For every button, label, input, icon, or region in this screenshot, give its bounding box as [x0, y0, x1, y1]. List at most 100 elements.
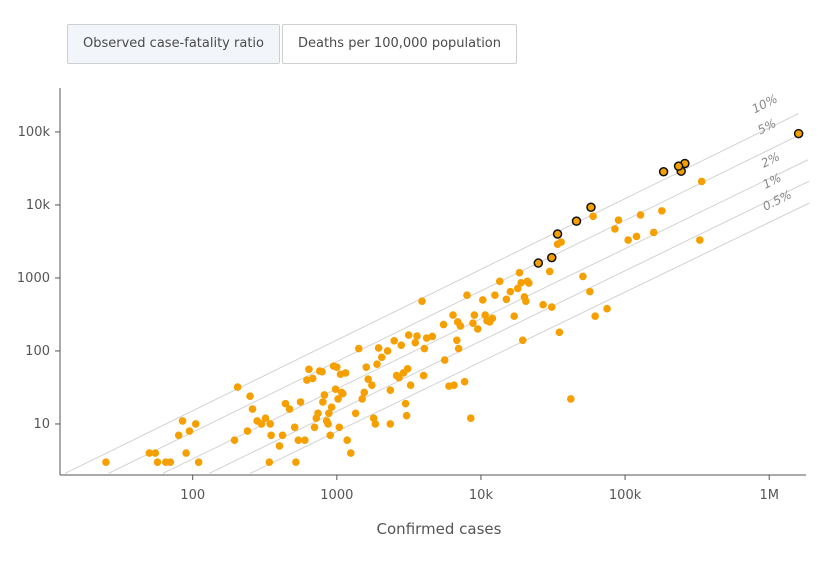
tab-case-fatality-ratio[interactable]: Observed case-fatality ratio	[67, 24, 280, 64]
data-point	[386, 420, 395, 428]
highlighted-data-point	[533, 258, 544, 268]
data-point	[314, 409, 322, 418]
data-point	[406, 381, 415, 389]
data-point	[191, 420, 200, 428]
data-point	[266, 420, 275, 428]
y-tick-label-100k: 100k	[18, 125, 51, 140]
data-point	[360, 388, 369, 397]
data-point	[292, 458, 300, 466]
data-point	[696, 236, 704, 244]
data-point	[450, 381, 458, 389]
data-point	[319, 398, 327, 406]
data-point	[296, 398, 305, 406]
data-point	[257, 420, 266, 428]
data-point	[362, 363, 371, 371]
x-tick-label-1000: 1000	[320, 488, 353, 503]
data-point	[325, 409, 333, 418]
data-point	[479, 296, 487, 304]
data-point	[557, 238, 565, 246]
y-tick-label-10k: 10k	[26, 198, 51, 213]
data-point	[324, 420, 332, 428]
data-point	[369, 414, 378, 422]
data-point	[697, 177, 706, 186]
reference-line-1pct	[208, 180, 810, 474]
data-point	[182, 449, 190, 457]
data-point	[403, 364, 412, 373]
axes: 100 1000 10k 100k 1M 10 100 1000 10k 100k	[17, 88, 806, 503]
data-point	[589, 212, 597, 221]
highlighted-data-point	[673, 161, 684, 171]
data-point	[341, 369, 350, 377]
data-point	[243, 427, 252, 435]
data-point	[491, 291, 499, 300]
x-axis-title: Confirmed cases	[377, 520, 502, 538]
data-point	[174, 431, 183, 440]
reference-lines: 10%5%2%1%0.5%	[64, 92, 810, 474]
data-point	[566, 395, 575, 403]
data-point	[460, 377, 469, 386]
data-point	[418, 297, 426, 306]
data-point	[515, 268, 524, 277]
data-point	[401, 399, 410, 408]
data-point	[305, 365, 313, 374]
data-point	[539, 300, 547, 309]
data-point	[502, 295, 511, 304]
data-point	[334, 395, 342, 403]
data-point	[301, 436, 309, 444]
data-point	[308, 374, 317, 383]
data-point	[469, 319, 477, 328]
data-point	[453, 336, 461, 345]
x-tick-label-100k: 100k	[609, 488, 642, 503]
data-point	[153, 458, 162, 466]
x-tick-label-1M: 1M	[759, 488, 779, 503]
data-point	[347, 449, 355, 457]
data-point	[463, 291, 471, 300]
data-point	[518, 336, 527, 345]
highlighted-data-point	[586, 202, 596, 213]
data-point	[390, 336, 398, 345]
data-point	[371, 420, 380, 428]
data-point	[454, 344, 463, 353]
data-point	[420, 344, 429, 353]
data-point	[402, 411, 411, 420]
data-point	[233, 383, 242, 391]
data-point	[354, 344, 363, 353]
data-point	[419, 371, 428, 380]
data-point	[364, 375, 372, 384]
reference-line-5pct	[108, 132, 805, 474]
data-point	[303, 376, 311, 384]
data-point	[624, 236, 632, 244]
reference-label-10pct: 10%	[750, 92, 780, 117]
tab-deaths-per-100k[interactable]: Deaths per 100,000 population	[281, 24, 517, 64]
data-point	[278, 431, 287, 440]
data-point	[510, 312, 518, 320]
data-point	[343, 436, 351, 444]
data-point	[428, 332, 437, 341]
data-point	[368, 381, 376, 389]
data-point	[522, 297, 530, 306]
data-point	[632, 232, 641, 241]
highlighted-data-point	[552, 229, 563, 239]
data-point	[178, 417, 187, 425]
highlighted-data-point	[793, 128, 804, 139]
data-point	[166, 458, 175, 466]
data-points	[102, 128, 804, 466]
data-point	[261, 414, 270, 422]
data-point	[275, 442, 284, 450]
data-point	[331, 385, 340, 393]
data-point	[358, 395, 367, 403]
data-point	[310, 423, 319, 432]
data-point	[488, 314, 497, 323]
reference-label-5pct: 5%	[755, 116, 778, 137]
metric-tabs: Observed case-fatality ratio Deaths per …	[67, 24, 517, 64]
data-point	[386, 386, 395, 395]
data-point	[327, 403, 336, 411]
data-point	[145, 449, 154, 457]
data-point	[294, 436, 303, 444]
data-point	[658, 207, 666, 215]
data-point	[636, 211, 645, 219]
data-point	[333, 363, 341, 371]
data-point	[318, 367, 326, 376]
data-point	[374, 344, 383, 352]
